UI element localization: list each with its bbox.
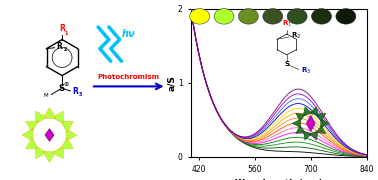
Text: R: R [59, 24, 65, 33]
Polygon shape [26, 121, 39, 132]
Polygon shape [52, 111, 64, 124]
Text: M: M [44, 93, 49, 98]
Polygon shape [303, 107, 312, 116]
Text: R: R [72, 87, 78, 96]
Text: 2: 2 [64, 47, 67, 52]
Ellipse shape [214, 9, 234, 24]
Polygon shape [43, 107, 56, 118]
Text: R: R [56, 42, 62, 51]
Polygon shape [296, 125, 305, 134]
Text: ⊕: ⊕ [63, 82, 68, 87]
Text: R$_2$: R$_2$ [291, 30, 301, 41]
Polygon shape [310, 107, 318, 116]
Text: Photochromism: Photochromism [98, 74, 160, 80]
Polygon shape [316, 113, 326, 122]
Polygon shape [45, 129, 54, 141]
Polygon shape [60, 138, 73, 149]
Polygon shape [26, 138, 39, 149]
Polygon shape [310, 131, 318, 140]
Polygon shape [66, 128, 77, 142]
Polygon shape [296, 113, 305, 122]
Text: R$_1$: R$_1$ [282, 19, 292, 29]
Ellipse shape [287, 9, 307, 24]
Text: 3: 3 [79, 92, 82, 97]
Text: 1: 1 [64, 31, 68, 36]
Ellipse shape [336, 9, 356, 24]
Text: S: S [58, 84, 64, 93]
Text: S: S [284, 61, 289, 67]
Ellipse shape [311, 9, 332, 24]
Text: hν: hν [121, 29, 135, 39]
Polygon shape [52, 146, 64, 159]
Ellipse shape [239, 9, 259, 24]
Polygon shape [43, 152, 56, 163]
Y-axis label: a/S: a/S [167, 75, 176, 91]
Polygon shape [306, 115, 315, 132]
Polygon shape [36, 146, 47, 159]
X-axis label: Wavelength (nm): Wavelength (nm) [235, 179, 323, 180]
Polygon shape [60, 121, 73, 132]
Ellipse shape [190, 9, 210, 24]
Polygon shape [36, 111, 47, 124]
Polygon shape [303, 131, 312, 140]
Ellipse shape [263, 9, 283, 24]
Polygon shape [321, 119, 329, 128]
Polygon shape [292, 119, 301, 128]
Polygon shape [22, 128, 33, 142]
Text: R$_3$: R$_3$ [301, 66, 311, 76]
Polygon shape [316, 125, 326, 134]
